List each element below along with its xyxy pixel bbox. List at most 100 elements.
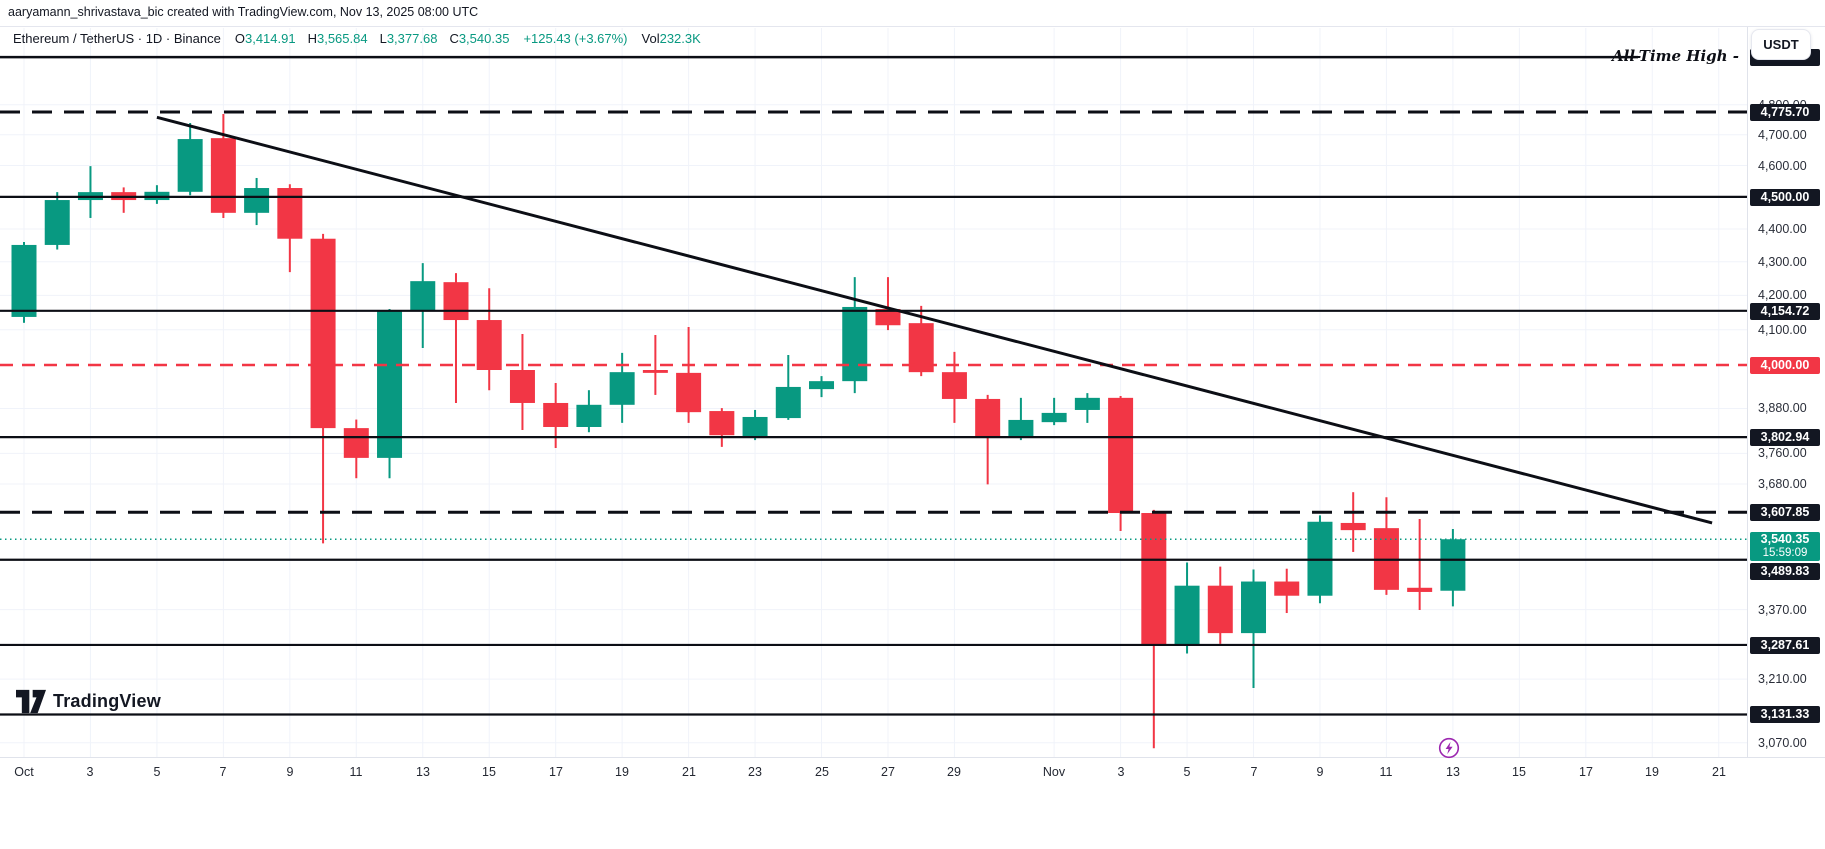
date-label: 29: [947, 765, 961, 779]
date-label: 25: [815, 765, 829, 779]
price-line-label: 4,000.00: [1750, 357, 1820, 374]
candle-body-Nov-6: [1207, 585, 1233, 634]
tradingview-logo-text: TradingView: [53, 691, 161, 711]
price-tick: 4,200.00: [1758, 288, 1807, 302]
candlestick-chart[interactable]: [0, 0, 1747, 785]
price-tick: 3,070.00: [1758, 736, 1807, 750]
candle-body-Nov-3: [1108, 397, 1134, 514]
candle-body-Oct-22: [709, 411, 735, 436]
date-label: 7: [219, 765, 227, 779]
price-line-label: 3,287.61: [1750, 637, 1820, 654]
lightning-icon[interactable]: [1438, 737, 1460, 759]
candle-body-Nov-7: [1241, 581, 1267, 634]
date-label: 21: [1712, 765, 1726, 779]
candle-body-Oct-21: [676, 372, 702, 413]
price-tick: 4,400.00: [1758, 222, 1807, 236]
date-label: 11: [1379, 765, 1393, 779]
candle-body-Nov-4: [1141, 513, 1167, 645]
current-price-label: 3,540.35 15:59:09: [1750, 532, 1820, 561]
symbol-title[interactable]: Ethereum / TetherUS · 1D · Binance: [13, 30, 221, 46]
candle-body-Oct-27: [875, 309, 901, 326]
candle-body-Nov-1: [1041, 412, 1067, 423]
ohlc-values: O3,414.91 H3,565.84 L3,377.68 C3,540.35: [235, 31, 510, 46]
price-line-label: 3,131.33: [1750, 706, 1820, 723]
candle-body-Oct-11: [343, 428, 369, 458]
candle-body-Nov-2: [1074, 397, 1100, 410]
candle-body-Oct-30: [975, 398, 1001, 437]
date-label: 23: [748, 765, 762, 779]
candle-body-Nov-8: [1274, 581, 1300, 596]
ohlc-c: C3,540.35: [449, 30, 510, 46]
ohlc-l: L3,377.68: [379, 30, 438, 46]
date-label-month: Oct: [14, 765, 34, 779]
date-label: 9: [286, 765, 294, 779]
ohlc-o: O3,414.91: [234, 30, 296, 46]
date-label: 7: [1250, 765, 1258, 779]
candle-body-Oct-12: [377, 311, 403, 458]
candle-body-Oct-7: [210, 138, 236, 213]
date-label: 5: [1183, 765, 1191, 779]
date-label: 15: [1512, 765, 1526, 779]
descending-trendline: [156, 115, 1713, 525]
date-label: 17: [549, 765, 563, 779]
volume-value: Vol232.3K: [641, 30, 701, 46]
price-tick: 3,370.00: [1758, 603, 1807, 617]
price-line-label: 3,802.94: [1750, 429, 1820, 446]
candle-body-Oct-2: [44, 200, 70, 245]
attribution-bar: aaryamann_shrivastava_bic created with T…: [0, 0, 1825, 27]
candle-body-Nov-12: [1407, 587, 1433, 592]
price-tick: 4,600.00: [1758, 159, 1807, 173]
candle-body-Oct-29: [941, 372, 967, 399]
candle-body-Oct-16: [509, 370, 535, 403]
tradingview-logo-icon: [16, 689, 46, 714]
date-label: 11: [349, 765, 363, 779]
symbol-bar: Ethereum / TetherUS · 1D · Binance O3,41…: [0, 27, 1753, 49]
bar-countdown: 15:59:09: [1762, 547, 1808, 559]
currency-unit-button[interactable]: USDT: [1751, 29, 1811, 60]
candle-body-Oct-25: [809, 381, 835, 390]
candle-body-Oct-24: [775, 386, 801, 419]
candle-body-Nov-10: [1340, 522, 1366, 531]
candle-body-Oct-9: [277, 188, 303, 239]
candle-body-Oct-10: [310, 238, 336, 429]
price-line-label: 3,489.83: [1750, 563, 1820, 580]
tradingview-logo[interactable]: TradingView: [16, 689, 161, 714]
price-tick: 3,210.00: [1758, 672, 1807, 686]
price-tick: 4,300.00: [1758, 255, 1807, 269]
attribution-text: aaryamann_shrivastava_bic created with T…: [8, 5, 479, 19]
price-line-label: 4,500.00: [1750, 189, 1820, 206]
date-label: 9: [1316, 765, 1324, 779]
candle-body-Oct-19: [609, 372, 635, 405]
all-time-high-annotation: All-Time High -: [1612, 47, 1739, 65]
price-axis[interactable]: USDT 3,540.35 15:59:09 4,800.004,700.004…: [1747, 26, 1825, 757]
price-line-label: 4,775.70: [1750, 104, 1820, 121]
date-label: 13: [1446, 765, 1460, 779]
candle-body-Oct-17: [543, 402, 569, 427]
candle-body-Oct-20: [642, 370, 668, 373]
date-label: 21: [682, 765, 696, 779]
date-label: 19: [615, 765, 629, 779]
price-tick: 3,880.00: [1758, 401, 1807, 415]
price-tick: 4,700.00: [1758, 128, 1807, 142]
candle-body-Oct-6: [177, 139, 203, 192]
candle-body-Oct-31: [1008, 419, 1034, 437]
candle-body-Oct-13: [410, 281, 436, 311]
date-label-month: Nov: [1042, 765, 1066, 779]
candle-body-Nov-13: [1440, 539, 1466, 591]
date-label: 3: [1117, 765, 1125, 779]
time-axis[interactable]: Oct 3 5 7 9 11 13 15 17 19 21 23 25 27 29 Nov 3 5 7 9 11 13 15…: [0, 757, 1825, 788]
date-label: 27: [881, 765, 895, 779]
candle-body-Oct-8: [244, 188, 270, 213]
candle-body-Oct-1: [11, 244, 37, 317]
candle-body-Oct-15: [476, 320, 502, 371]
date-label: 15: [482, 765, 496, 779]
candle-body-Oct-23: [742, 416, 768, 438]
candle-body-Nov-5: [1174, 585, 1200, 645]
date-label: 5: [153, 765, 161, 779]
change-value: +125.43 (+3.67%): [523, 30, 628, 46]
date-label: 19: [1645, 765, 1659, 779]
price-line-label: 4,154.72: [1750, 303, 1820, 320]
ohlc-h: H3,565.84: [307, 30, 368, 46]
candle-body-Oct-26: [842, 306, 868, 382]
candle-body-Oct-18: [576, 404, 602, 427]
